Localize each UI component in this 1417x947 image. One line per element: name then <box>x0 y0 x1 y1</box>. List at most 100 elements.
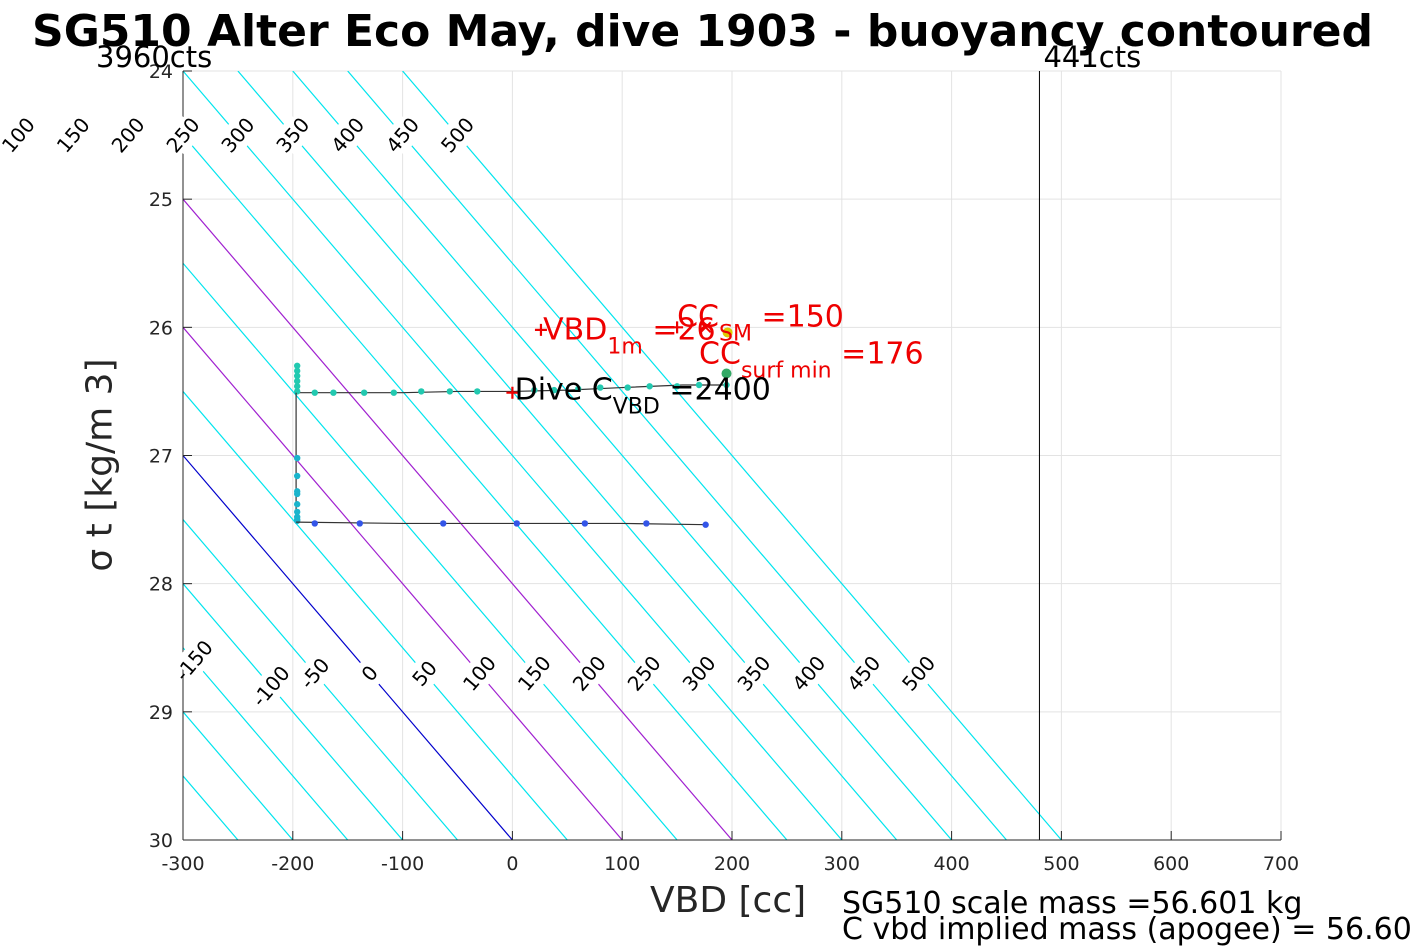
data-point <box>418 388 425 395</box>
annotation-text: VBD <box>543 312 607 347</box>
data-point <box>643 520 650 527</box>
contour-line-350 <box>237 71 898 840</box>
vbd-limit-label-left: 3960cts <box>96 40 213 74</box>
plus-marker <box>671 321 684 334</box>
contour-label-bg <box>295 653 335 694</box>
contour-line-300 <box>183 71 843 840</box>
data-point <box>311 389 318 396</box>
contour-label-upper: 300 <box>216 113 259 158</box>
data-point <box>293 383 301 390</box>
contour-label-lower: 150 <box>513 651 556 696</box>
circle-marker <box>722 327 733 338</box>
data-point <box>293 377 301 385</box>
data-point <box>723 381 730 389</box>
annotation: Dive CVBD =2400 <box>515 373 771 420</box>
contour-label-bg <box>251 666 291 706</box>
data-point <box>702 521 709 528</box>
annotation: CCsurf min =176 <box>699 337 924 384</box>
x-tick-label: 200 <box>714 853 750 875</box>
contour-line-200 <box>183 198 733 840</box>
data-point <box>575 385 582 393</box>
buoyancy-contours <box>183 71 1062 840</box>
contour-label-lower: 500 <box>897 651 940 696</box>
contour-label-upper: 150 <box>52 113 95 158</box>
data-point <box>624 384 631 391</box>
contour-label-bg <box>679 653 719 694</box>
contour-label-bg <box>898 653 939 694</box>
annotation-subscript: surf min <box>741 359 832 384</box>
contour-label-bg <box>108 115 148 155</box>
contour-label-bg <box>437 115 478 155</box>
annotation-text: =150 <box>752 300 844 335</box>
x-axis-label: VBD [cc] <box>650 880 807 921</box>
x-tick-label: 400 <box>933 853 969 875</box>
vbd-limit-label-right: 441cts <box>1043 40 1142 74</box>
contour-label-upper: 400 <box>326 113 369 158</box>
contour-line-150 <box>183 262 678 840</box>
x-tick-label: 0 <box>506 853 518 875</box>
data-point <box>673 383 681 390</box>
contour-labels: -350-300-250-200-100-5005010015020025030… <box>0 113 940 711</box>
y-axis-label: σ t [kg/m 3] <box>79 358 121 572</box>
contour-label-lower: -50 <box>295 653 334 693</box>
y-tick-label: 30 <box>149 830 173 852</box>
contour-label-bg <box>459 653 500 694</box>
contour-label-lower: 250 <box>623 651 666 696</box>
annotation-text: =26 <box>643 312 716 347</box>
implied-mass-text: C vbd implied mass (apogee) = 56.60 <box>842 912 1412 947</box>
contour-line-400 <box>292 71 953 840</box>
data-series <box>293 362 730 528</box>
contour-label-bg <box>734 653 774 694</box>
circle-marker <box>721 368 732 379</box>
data-point <box>356 520 363 527</box>
data-point <box>513 520 520 527</box>
x-tick-label: -200 <box>271 853 314 875</box>
contour-label-bg <box>624 653 664 694</box>
contour-label-bg <box>0 115 39 155</box>
x-tick-label: 700 <box>1263 853 1299 875</box>
markers <box>506 321 733 399</box>
chart-title: SG510 Alter Eco May, dive 1903 - buoyanc… <box>32 6 1373 57</box>
data-point <box>330 389 337 396</box>
data-point <box>311 520 318 527</box>
contour-line--150 <box>183 646 349 840</box>
contour-line-100 <box>183 326 623 840</box>
annotation-subscript: SM <box>719 322 752 347</box>
contour-label-lower: 50 <box>407 656 442 691</box>
data-point <box>390 389 398 396</box>
plus-marker <box>534 323 547 336</box>
contour-label-upper: 500 <box>436 113 479 158</box>
y-tick-label: 29 <box>149 702 173 724</box>
contour-label-upper: 450 <box>381 113 424 158</box>
data-point <box>440 520 447 527</box>
contour-label-upper: 350 <box>271 113 314 158</box>
contour-label-bg <box>569 653 610 694</box>
contour-label-upper: 100 <box>0 113 40 158</box>
contour-label-bg <box>844 653 884 694</box>
contour-label-bg <box>349 653 390 694</box>
data-point <box>293 508 301 516</box>
contour-label-bg <box>218 115 258 155</box>
annotation-text: Dive C <box>515 373 613 408</box>
x-tick-label: 300 <box>824 853 860 875</box>
contour-label-bg <box>514 653 555 694</box>
data-point <box>695 381 703 389</box>
data-point <box>293 472 301 480</box>
x-tick-label: -100 <box>381 853 424 875</box>
data-point <box>293 490 301 498</box>
data-point <box>293 367 301 375</box>
axes: -300 -200 -100 0 100 200 300 400 500 600 700 24 25 26… <box>149 61 1299 875</box>
y-tick-label: 25 <box>149 189 173 211</box>
contour-line-500 <box>402 71 1062 840</box>
y-tick-label: 28 <box>149 574 173 596</box>
data-point <box>360 389 368 396</box>
contour-label-bg <box>404 653 445 694</box>
contour-label-upper: 250 <box>161 113 204 158</box>
data-point <box>293 372 301 380</box>
data-point <box>550 386 558 394</box>
data-point <box>446 388 454 395</box>
data-point <box>597 384 604 391</box>
x-tick-label: 100 <box>604 853 640 875</box>
